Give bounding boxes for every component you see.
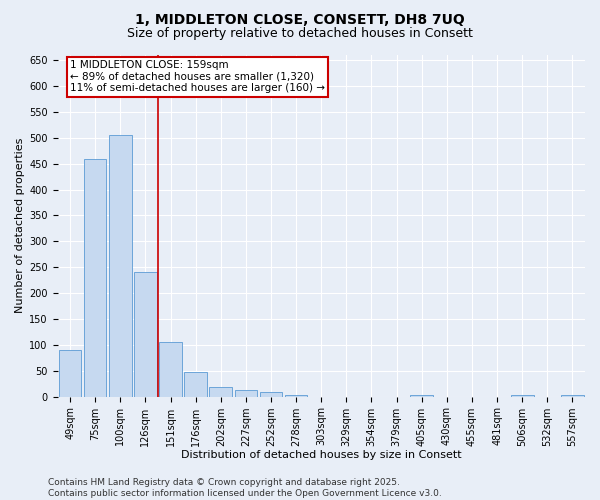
Text: 1, MIDDLETON CLOSE, CONSETT, DH8 7UQ: 1, MIDDLETON CLOSE, CONSETT, DH8 7UQ bbox=[135, 12, 465, 26]
Bar bbox=[184, 372, 207, 396]
Bar bbox=[260, 392, 283, 396]
Bar bbox=[109, 135, 131, 396]
X-axis label: Distribution of detached houses by size in Consett: Distribution of detached houses by size … bbox=[181, 450, 461, 460]
Bar bbox=[59, 350, 82, 397]
Text: Contains HM Land Registry data © Crown copyright and database right 2025.
Contai: Contains HM Land Registry data © Crown c… bbox=[48, 478, 442, 498]
Bar bbox=[561, 395, 584, 396]
Bar bbox=[511, 395, 533, 396]
Bar bbox=[134, 272, 157, 396]
Text: 1 MIDDLETON CLOSE: 159sqm
← 89% of detached houses are smaller (1,320)
11% of se: 1 MIDDLETON CLOSE: 159sqm ← 89% of detac… bbox=[70, 60, 325, 94]
Y-axis label: Number of detached properties: Number of detached properties bbox=[15, 138, 25, 314]
Bar bbox=[235, 390, 257, 396]
Bar bbox=[410, 395, 433, 396]
Bar bbox=[159, 342, 182, 396]
Text: Size of property relative to detached houses in Consett: Size of property relative to detached ho… bbox=[127, 28, 473, 40]
Bar bbox=[285, 395, 307, 396]
Bar bbox=[84, 158, 106, 396]
Bar bbox=[209, 388, 232, 396]
